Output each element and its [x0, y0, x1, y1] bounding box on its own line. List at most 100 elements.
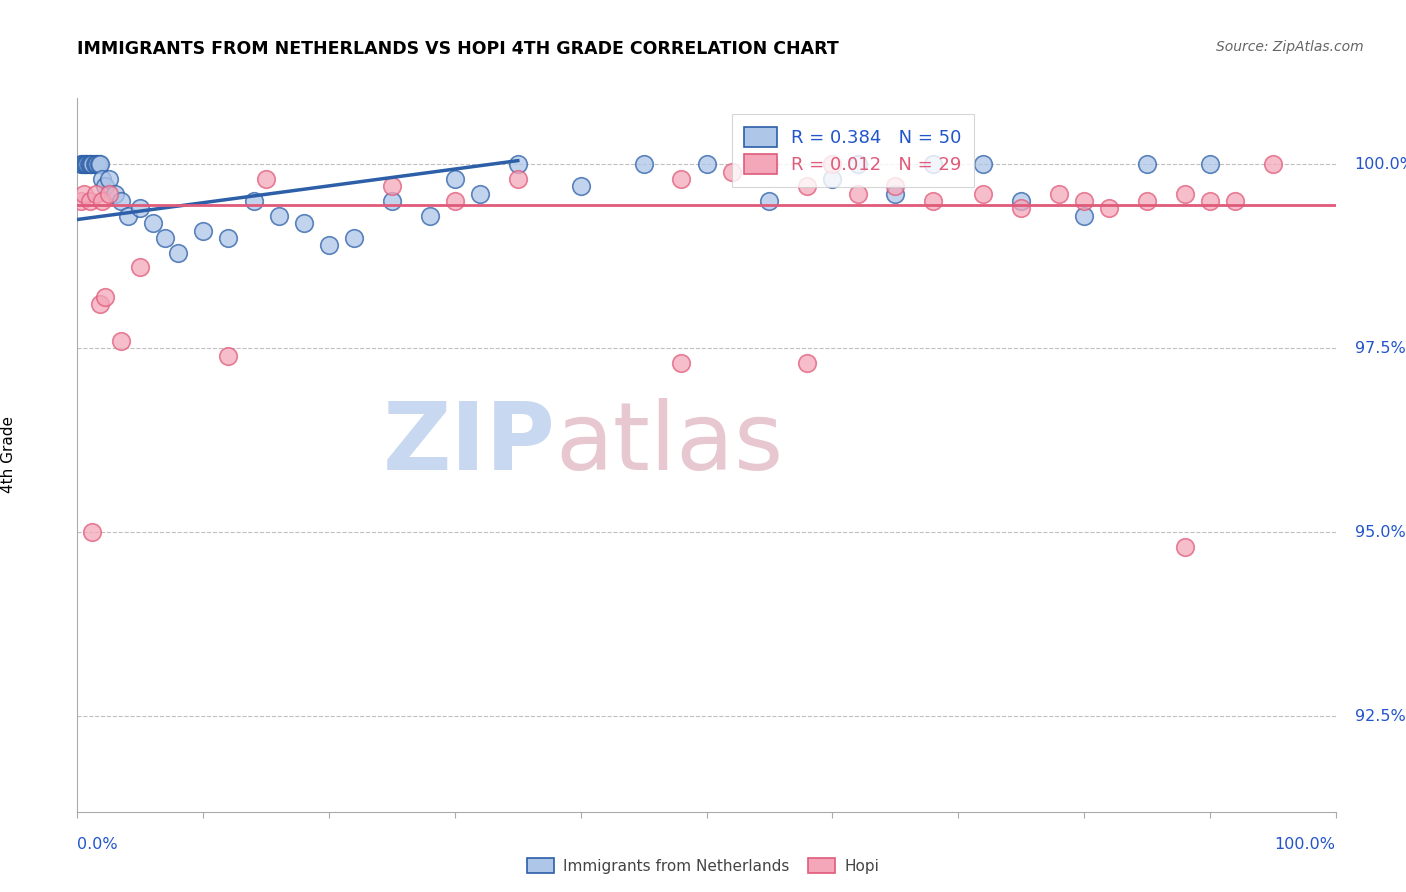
Text: IMMIGRANTS FROM NETHERLANDS VS HOPI 4TH GRADE CORRELATION CHART: IMMIGRANTS FROM NETHERLANDS VS HOPI 4TH …	[77, 40, 839, 58]
Point	[72, 157, 94, 171]
Legend: Immigrants from Netherlands, Hopi: Immigrants from Netherlands, Hopi	[520, 852, 886, 880]
Point	[82, 157, 104, 171]
Point	[846, 186, 869, 201]
Point	[70, 157, 93, 171]
Point	[91, 172, 114, 186]
Point	[84, 186, 107, 201]
Text: 0.0%: 0.0%	[77, 838, 118, 853]
Point	[1261, 157, 1284, 171]
Point	[94, 290, 117, 304]
Point	[1136, 157, 1159, 171]
Point	[89, 297, 111, 311]
Point	[1073, 209, 1095, 223]
Text: 100.0%: 100.0%	[1275, 838, 1336, 853]
Text: 95.0%: 95.0%	[1354, 524, 1406, 540]
Point	[72, 157, 94, 171]
Point	[1098, 202, 1121, 216]
Point	[70, 194, 93, 208]
Legend: R = 0.384   N = 50, R = 0.012   N = 29: R = 0.384 N = 50, R = 0.012 N = 29	[731, 114, 974, 186]
Point	[86, 157, 108, 171]
Point	[796, 179, 818, 194]
Point	[84, 157, 107, 171]
Text: 97.5%: 97.5%	[1354, 341, 1406, 356]
Point	[671, 356, 693, 370]
Point	[1174, 186, 1197, 201]
Point	[87, 157, 110, 171]
Point	[104, 186, 127, 201]
Point	[922, 194, 945, 208]
Point	[1174, 540, 1197, 554]
Text: atlas: atlas	[555, 398, 783, 490]
Point	[1073, 194, 1095, 208]
Point	[73, 157, 96, 171]
Point	[758, 157, 780, 171]
Point	[884, 186, 907, 201]
Point	[191, 223, 215, 237]
Point	[343, 231, 366, 245]
Point	[75, 157, 97, 171]
Point	[1198, 157, 1220, 171]
Point	[79, 194, 101, 208]
Point	[720, 164, 742, 178]
Point	[97, 186, 120, 201]
Point	[972, 157, 994, 171]
Point	[506, 157, 529, 171]
Point	[97, 172, 120, 186]
Point	[91, 194, 114, 208]
Point	[846, 157, 869, 171]
Point	[142, 216, 165, 230]
Text: 92.5%: 92.5%	[1354, 708, 1406, 723]
Point	[155, 231, 177, 245]
Point	[1010, 202, 1032, 216]
Point	[1136, 194, 1159, 208]
Point	[267, 209, 290, 223]
Point	[1047, 186, 1070, 201]
Point	[79, 157, 101, 171]
Point	[569, 179, 592, 194]
Text: 100.0%: 100.0%	[1354, 157, 1406, 172]
Point	[972, 186, 994, 201]
Point	[633, 157, 655, 171]
Point	[381, 194, 404, 208]
Point	[696, 157, 718, 171]
Point	[468, 186, 491, 201]
Point	[77, 157, 100, 171]
Point	[758, 194, 780, 208]
Point	[1198, 194, 1220, 208]
Text: ZIP: ZIP	[382, 398, 555, 490]
Point	[922, 157, 945, 171]
Point	[381, 179, 404, 194]
Text: Source: ZipAtlas.com: Source: ZipAtlas.com	[1216, 40, 1364, 54]
Point	[80, 157, 103, 171]
Point	[292, 216, 315, 230]
Point	[167, 245, 190, 260]
Point	[76, 157, 98, 171]
Point	[821, 157, 844, 171]
Point	[242, 194, 264, 208]
Point	[129, 202, 152, 216]
Point	[1223, 194, 1246, 208]
Point	[671, 172, 693, 186]
Point	[444, 172, 467, 186]
Point	[110, 194, 132, 208]
Point	[506, 172, 529, 186]
Point	[129, 260, 152, 275]
Point	[419, 209, 441, 223]
Point	[884, 179, 907, 194]
Point	[89, 157, 111, 171]
Point	[82, 525, 104, 540]
Point	[796, 356, 818, 370]
Point	[72, 186, 94, 201]
Point	[318, 238, 340, 252]
Point	[94, 179, 117, 194]
Point	[110, 334, 132, 348]
Point	[217, 231, 239, 245]
Point	[117, 209, 139, 223]
Point	[217, 349, 239, 363]
Point	[821, 172, 844, 186]
Point	[84, 157, 107, 171]
Point	[1010, 194, 1032, 208]
Point	[444, 194, 467, 208]
Point	[254, 172, 277, 186]
Text: 4th Grade: 4th Grade	[0, 417, 15, 493]
